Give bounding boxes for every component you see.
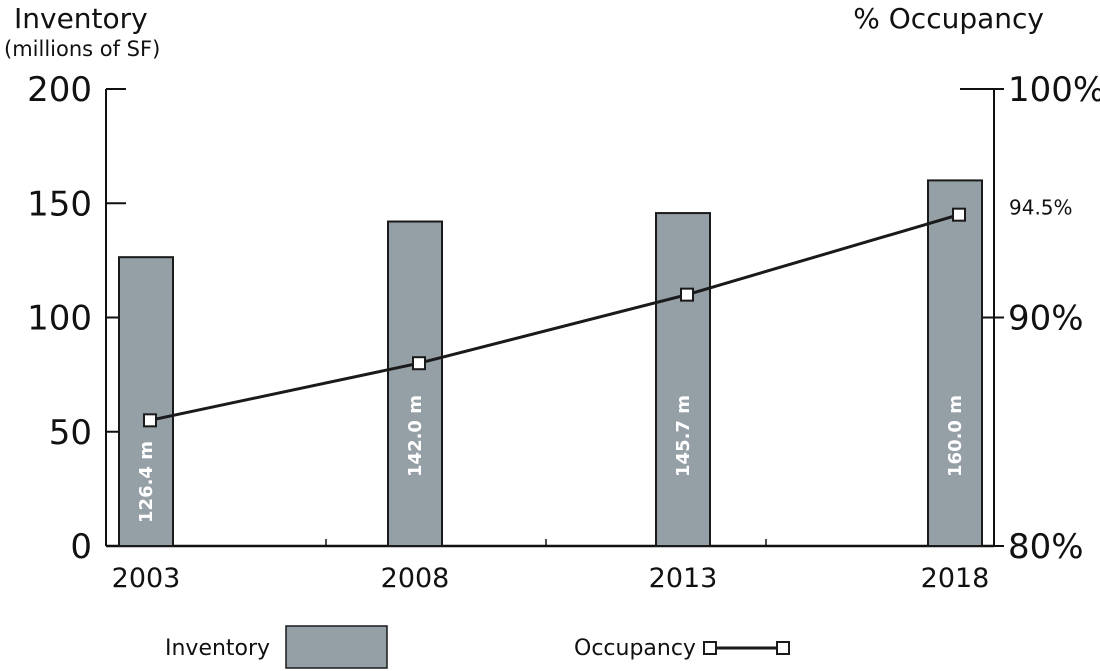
occupancy-point: [680, 287, 694, 302]
x-tick-label: 2018: [921, 563, 990, 594]
right-tick-label: 90%: [1008, 299, 1084, 339]
occupancy-data-label: 94.5%: [1009, 196, 1073, 220]
left-tick-label: 200: [27, 70, 92, 110]
legend-occupancy-marker-right: [776, 641, 790, 655]
inventory-data-label: 160.0 m: [945, 395, 966, 477]
legend-inventory-swatch: [285, 625, 388, 669]
occupancy-point: [952, 207, 966, 222]
left-axis-title: Inventory: [14, 2, 148, 35]
legend-inventory-label: Inventory: [165, 636, 270, 661]
x-tick-label: 2003: [112, 563, 181, 594]
occupancy-series: 94.5%: [143, 196, 1073, 428]
x-tick-label: 2013: [649, 563, 718, 594]
inventory-data-label: 126.4 m: [136, 441, 157, 523]
right-axis-title: % Occupancy: [853, 2, 1044, 35]
left-tick-label: 0: [70, 527, 92, 567]
x-tick-label: 2008: [381, 563, 450, 594]
inventory-bar: [655, 212, 711, 547]
occupancy-point: [412, 356, 426, 371]
right-tick-label: 80%: [1008, 527, 1084, 567]
occupancy-point: [143, 413, 157, 428]
inventory-bar: [387, 220, 443, 547]
inventory-data-label: 142.0 m: [405, 395, 426, 477]
legend: Inventory Occupancy: [165, 625, 790, 669]
inventory-bars: 126.4 m 142.0 m 145.7 m 160.0 m: [118, 179, 983, 547]
left-axis-ticks: 0 50 100 150 200: [27, 70, 126, 567]
inventory-bar: [927, 179, 983, 547]
left-tick-label: 50: [49, 413, 92, 453]
left-axis-subtitle: (millions of SF): [4, 37, 160, 61]
legend-occupancy-label: Occupancy: [574, 636, 696, 661]
legend-occupancy-marker-left: [703, 641, 717, 655]
inventory-data-label: 145.7 m: [673, 395, 694, 477]
left-tick-label: 100: [27, 299, 92, 339]
left-tick-label: 150: [27, 184, 92, 224]
right-tick-label: 100%: [1008, 70, 1100, 110]
x-axis-ticks: 2003 2008 2013 2018: [112, 539, 990, 594]
inventory-bar: [118, 256, 174, 547]
occupancy-line: [149, 213, 960, 422]
